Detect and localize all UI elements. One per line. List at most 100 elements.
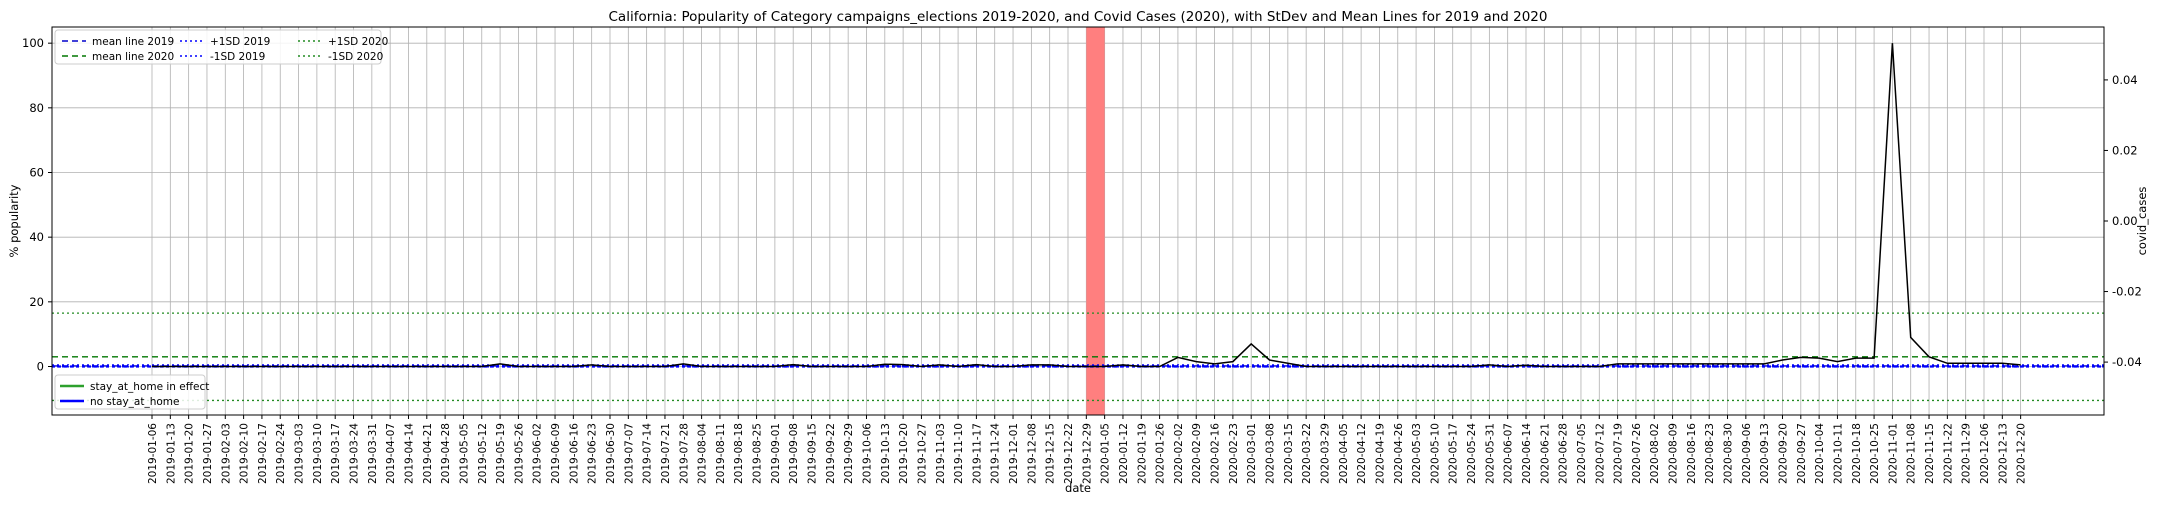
x-tick-label: 2019-07-21 [660, 423, 672, 484]
x-tick-label: 2020-12-13 [1997, 423, 2009, 484]
x-tick-label: 2019-05-19 [495, 423, 507, 484]
x-tick-label: 2020-03-08 [1265, 423, 1277, 484]
x-tick-label: 2020-04-05 [1338, 423, 1350, 484]
x-tick-label: 2019-02-17 [257, 423, 269, 484]
x-tick-label: 2020-10-25 [1869, 423, 1881, 484]
x-axis-ticks: 2019-01-06 2019-01-13 2019-01-20 2019-01-27… [147, 415, 2028, 484]
x-tick-label: 2020-08-16 [1686, 423, 1698, 484]
y2-tick-label: -0.02 [2112, 285, 2142, 299]
y-tick-label: 20 [29, 295, 44, 309]
x-tick-label: 2019-12-08 [1026, 423, 1038, 484]
x-tick-label: 2020-09-20 [1778, 423, 1790, 484]
x-tick-label: 2020-07-12 [1594, 423, 1606, 484]
x-axis-label: date [1065, 481, 1091, 495]
x-tick-label: 2020-05-10 [1429, 423, 1441, 484]
x-tick-label: 2019-04-21 [422, 423, 434, 484]
x-tick-label: 2020-09-06 [1741, 423, 1753, 484]
legend-top: mean line 2019 mean line 2020 +1SD 2019 -1S… [54, 29, 388, 65]
legend-label: no stay_at_home [90, 396, 179, 408]
y2-tick-label: 0.04 [2112, 73, 2138, 87]
x-tick-label: 2020-05-17 [1448, 423, 1460, 484]
y2-tick-label: -0.04 [2112, 355, 2142, 369]
x-tick-label: 2019-04-14 [404, 423, 416, 484]
x-tick-label: 2019-08-11 [715, 423, 727, 484]
legend-box [54, 374, 206, 410]
x-tick-label: 2019-08-25 [752, 423, 764, 484]
x-tick-label: 2020-02-02 [1173, 423, 1185, 484]
x-tick-label: 2019-03-31 [367, 423, 379, 484]
x-tick-label: 2020-07-26 [1631, 423, 1643, 484]
x-tick-label: 2020-06-28 [1558, 423, 1570, 484]
x-tick-label: 2019-09-29 [843, 423, 855, 484]
y-tick-label: 0 [37, 360, 44, 374]
series-line [152, 43, 2021, 368]
x-tick-label: 2019-10-13 [880, 423, 892, 484]
x-tick-label: 2020-08-23 [1704, 423, 1716, 484]
x-tick-label: 2019-05-26 [513, 423, 525, 484]
x-tick-label: 2020-04-12 [1356, 423, 1368, 484]
x-tick-label: 2020-10-11 [1832, 423, 1844, 484]
x-tick-label: 2019-10-20 [898, 423, 910, 484]
x-tick-label: 2019-12-22 [1063, 423, 1075, 484]
x-tick-label: 2020-07-05 [1576, 423, 1588, 484]
x-tick-label: 2019-03-17 [330, 423, 342, 484]
x-tick-label: 2020-08-02 [1649, 423, 1661, 484]
x-tick-label: 2020-01-12 [1118, 423, 1130, 484]
x-tick-label: 2019-05-12 [477, 423, 489, 484]
legend-label: -1SD 2019 [210, 51, 265, 63]
x-tick-label: 2020-03-29 [1320, 423, 1332, 484]
legend-label: +1SD 2020 [328, 36, 388, 48]
series-layer [52, 43, 2104, 368]
x-tick-label: 2020-06-14 [1521, 423, 1533, 484]
x-tick-label: 2019-06-16 [568, 423, 580, 484]
y-tick-label: 60 [29, 166, 44, 180]
y2-axis-label: covid_cases [2135, 187, 2149, 256]
x-tick-label: 2020-11-15 [1924, 423, 1936, 484]
y-tick-label: 80 [29, 101, 44, 115]
y-axis-ticks: 0 20 40 60 80 100 [22, 36, 52, 374]
x-tick-label: 2019-01-20 [184, 423, 196, 484]
x-tick-label: 2020-11-01 [1887, 423, 1899, 484]
x-tick-label: 2019-07-28 [678, 423, 690, 484]
legend-label: stay_at_home in effect [90, 381, 209, 393]
x-tick-label: 2019-12-29 [1081, 423, 1093, 484]
highlight-span-layer [1086, 27, 1105, 415]
x-tick-label: 2019-01-06 [147, 423, 159, 484]
x-tick-label: 2019-03-03 [294, 423, 306, 484]
x-tick-label: 2020-09-27 [1796, 423, 1808, 484]
x-tick-label: 2020-01-05 [1100, 423, 1112, 484]
x-tick-label: 2019-11-10 [953, 423, 965, 484]
x-tick-label: 2019-09-22 [825, 423, 837, 484]
x-tick-label: 2019-08-04 [697, 423, 709, 484]
x-tick-label: 2020-05-03 [1411, 423, 1423, 484]
x-tick-label: 2020-02-09 [1191, 423, 1203, 484]
x-tick-label: 2020-06-21 [1539, 423, 1551, 484]
reference-lines-layer [52, 312, 2104, 402]
x-tick-label: 2019-05-05 [458, 423, 470, 484]
x-tick-label: 2019-04-28 [440, 423, 452, 484]
x-tick-label: 2019-06-09 [550, 423, 562, 484]
x-tick-label: 2020-06-07 [1503, 423, 1515, 484]
legend-label: +1SD 2019 [210, 36, 270, 48]
y2-axis-ticks: -0.04 -0.02 0.00 0.02 0.04 [2104, 73, 2142, 369]
x-tick-label: 2019-12-15 [1045, 423, 1057, 484]
x-tick-label: 2019-04-07 [385, 423, 397, 484]
x-tick-label: 2020-05-31 [1484, 423, 1496, 484]
legend-label: mean line 2019 [92, 36, 174, 48]
highlight-span [1086, 27, 1105, 415]
x-tick-label: 2019-06-23 [587, 423, 599, 484]
x-tick-label: 2020-01-19 [1136, 423, 1148, 484]
x-tick-label: 2020-08-30 [1723, 423, 1735, 484]
x-tick-label: 2020-12-20 [2016, 423, 2028, 484]
x-tick-label: 2019-11-03 [935, 423, 947, 484]
x-tick-label: 2019-01-27 [202, 423, 214, 484]
x-tick-label: 2019-11-24 [990, 423, 1002, 484]
x-tick-label: 2019-02-24 [275, 423, 287, 484]
y-tick-label: 40 [29, 230, 44, 244]
x-tick-label: 2020-11-22 [1942, 423, 1954, 484]
x-tick-label: 2019-03-10 [312, 423, 324, 484]
x-tick-label: 2020-08-09 [1668, 423, 1680, 484]
x-tick-label: 2019-11-17 [971, 423, 983, 484]
